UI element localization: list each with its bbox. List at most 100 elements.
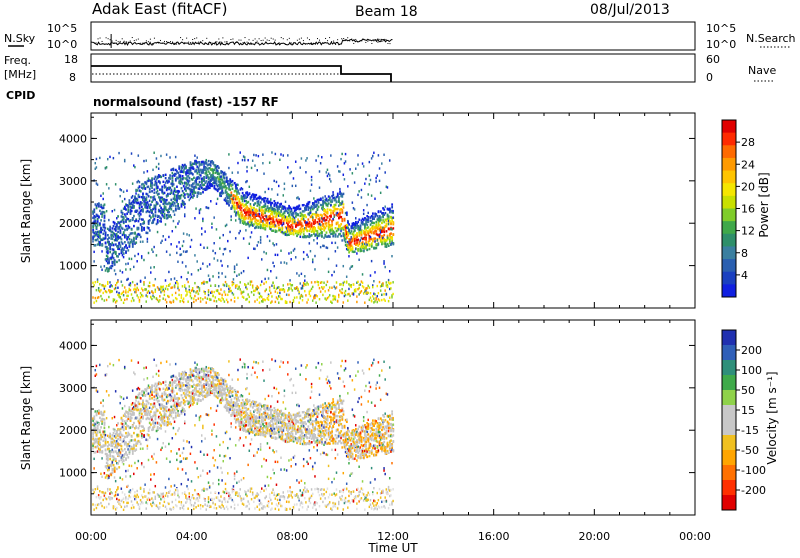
- power-cell: [173, 168, 175, 170]
- power-cell: [338, 200, 340, 202]
- velocity-cell: [99, 429, 101, 431]
- power-cell: [301, 157, 303, 159]
- velocity-cell: [107, 488, 109, 490]
- velocity-cell: [136, 396, 138, 398]
- power-cell: [199, 177, 201, 179]
- velocity-cell: [134, 439, 136, 441]
- power-cell: [347, 233, 349, 235]
- power-cell: [115, 229, 117, 231]
- power-cell: [337, 208, 339, 210]
- power-cell: [295, 256, 297, 258]
- power-cell: [352, 248, 354, 250]
- power-cell: [168, 211, 170, 213]
- power-cell: [306, 301, 308, 303]
- noise-search-dot: [243, 42, 244, 43]
- power-cell: [176, 252, 178, 254]
- power-cell: [228, 204, 230, 206]
- noise-search-dot: [200, 41, 201, 42]
- power-cell: [273, 200, 275, 202]
- power-cell: [335, 204, 337, 206]
- power-cell: [319, 217, 321, 219]
- power-cell: [328, 271, 330, 273]
- noise-search-dot: [220, 42, 221, 43]
- power-cell: [145, 199, 147, 201]
- power-cell: [183, 250, 185, 252]
- power-cell: [101, 229, 103, 231]
- power-cell: [330, 212, 332, 214]
- power-cell: [162, 235, 164, 237]
- power-cell: [320, 290, 322, 292]
- velocity-cell: [132, 452, 134, 454]
- power-cell: [125, 289, 127, 291]
- power-cell: [247, 159, 249, 161]
- power-cell: [159, 181, 161, 183]
- power-cell: [203, 247, 205, 249]
- power-cell: [115, 227, 117, 229]
- power-cell: [277, 292, 279, 294]
- power-cell: [97, 183, 99, 185]
- power-cell: [151, 248, 153, 250]
- power-cell: [106, 291, 108, 293]
- power-cell: [194, 254, 196, 256]
- power-cell: [104, 215, 106, 217]
- power-cell: [126, 247, 128, 249]
- power-cell: [383, 231, 385, 233]
- power-cell: [225, 281, 227, 283]
- power-cell: [321, 228, 323, 230]
- power-cell: [204, 296, 206, 298]
- power-cell: [290, 232, 292, 234]
- velocity-cell: [125, 475, 127, 477]
- power-cell: [200, 192, 202, 194]
- velocity-cell: [142, 416, 144, 418]
- power-cell: [149, 285, 151, 287]
- power-cell: [123, 248, 125, 250]
- power-cell: [236, 275, 238, 277]
- power-cell: [261, 296, 263, 298]
- power-cell: [124, 241, 126, 243]
- power-cell: [316, 295, 318, 297]
- power-cell: [389, 297, 391, 299]
- velocity-cell: [113, 364, 115, 366]
- noise-search-dot: [377, 42, 378, 43]
- power-cell: [233, 293, 235, 295]
- power-cell: [247, 282, 249, 284]
- power-cell: [250, 203, 252, 205]
- velocity-cell: [124, 420, 126, 422]
- power-cell: [225, 276, 227, 278]
- velocity-cell: [101, 476, 103, 478]
- power-cell: [212, 275, 214, 277]
- power-cell: [384, 212, 386, 214]
- power-cell: [105, 227, 107, 229]
- power-cell: [258, 226, 260, 228]
- power-cell: [132, 243, 134, 245]
- velocity-cell: [149, 398, 151, 400]
- power-cell: [198, 192, 200, 194]
- noise-search-dot: [164, 41, 165, 42]
- power-cell: [186, 250, 188, 252]
- power-cell: [168, 296, 170, 298]
- power-cell: [106, 183, 108, 185]
- power-cell: [374, 237, 376, 239]
- power-cell: [140, 280, 142, 282]
- power-cell: [386, 293, 388, 295]
- noise-search-dot: [112, 41, 113, 42]
- power-cell: [326, 225, 328, 227]
- velocity-cell: [132, 389, 134, 391]
- power-cell: [250, 283, 252, 285]
- power-cell: [366, 204, 368, 206]
- power-cell: [100, 266, 102, 268]
- velocity-cell: [143, 391, 145, 393]
- power-cell: [239, 281, 241, 283]
- velocity-cell: [93, 467, 95, 469]
- power-cell: [184, 206, 186, 208]
- power-cell: [314, 297, 316, 299]
- power-cell: [187, 271, 189, 273]
- power-cell: [238, 273, 240, 275]
- power-cell: [127, 291, 129, 293]
- power-cell: [219, 237, 221, 239]
- power-cell: [300, 166, 302, 168]
- power-cell: [159, 205, 161, 207]
- noise-search-dot: [249, 39, 250, 40]
- velocity-cell: [123, 463, 125, 465]
- power-cell: [224, 284, 226, 286]
